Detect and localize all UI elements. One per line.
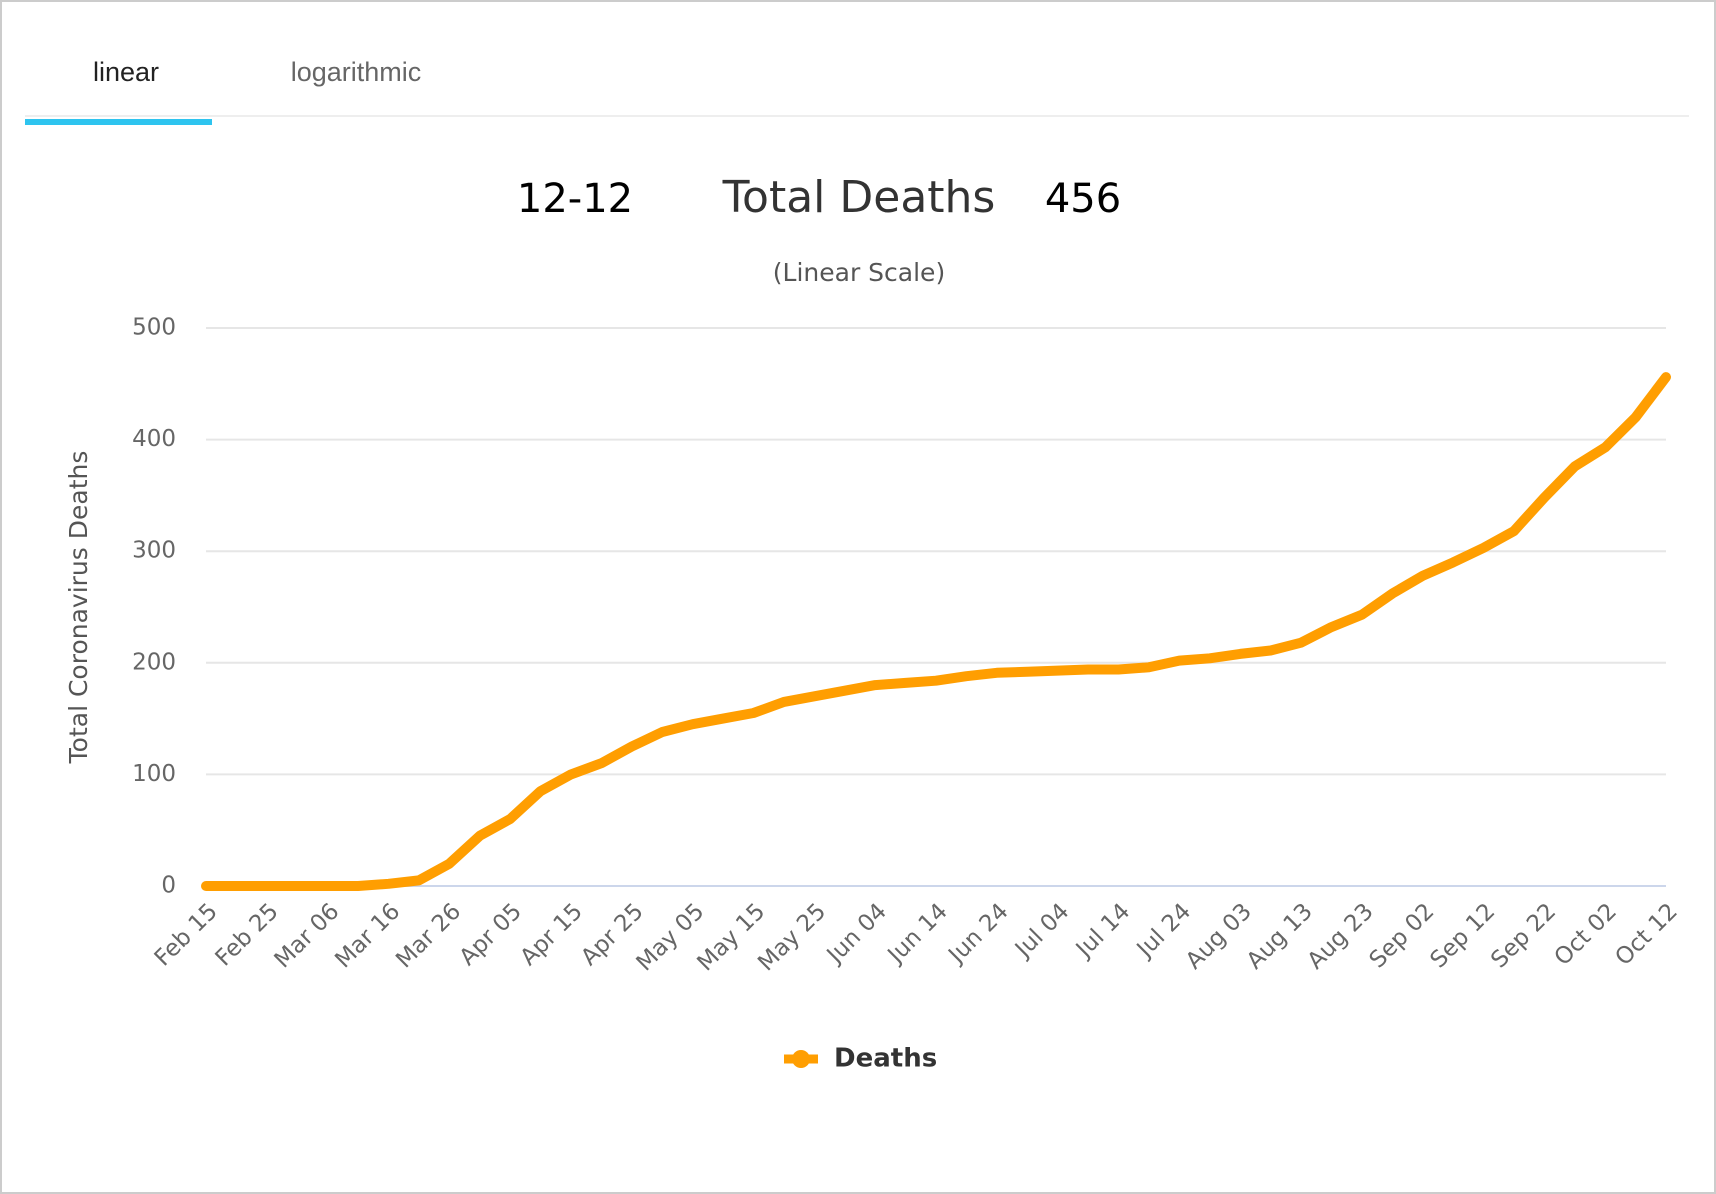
y-tick-label: 400 xyxy=(132,426,176,452)
legend-marker xyxy=(792,1050,810,1068)
headline-value: 456 xyxy=(1045,176,1121,222)
y-tick-label: 300 xyxy=(132,538,176,564)
y-tick-label: 100 xyxy=(132,761,176,787)
y-tick-label: 500 xyxy=(132,315,176,341)
y-axis-label: Total Coronavirus Deaths xyxy=(64,451,93,765)
chart-title: Total Deaths xyxy=(722,172,996,223)
legend-label: Deaths xyxy=(834,1044,937,1074)
y-tick-label: 0 xyxy=(161,873,176,899)
date-label: 12-12 xyxy=(517,176,633,222)
chart-subtitle: (Linear Scale) xyxy=(773,258,945,287)
tab-logarithmic[interactable]: logarithmic xyxy=(291,57,422,87)
data-line xyxy=(201,372,1671,891)
tab-linear[interactable]: linear xyxy=(93,57,159,87)
y-tick-label: 200 xyxy=(132,649,176,675)
active-tab-underline xyxy=(25,119,212,125)
